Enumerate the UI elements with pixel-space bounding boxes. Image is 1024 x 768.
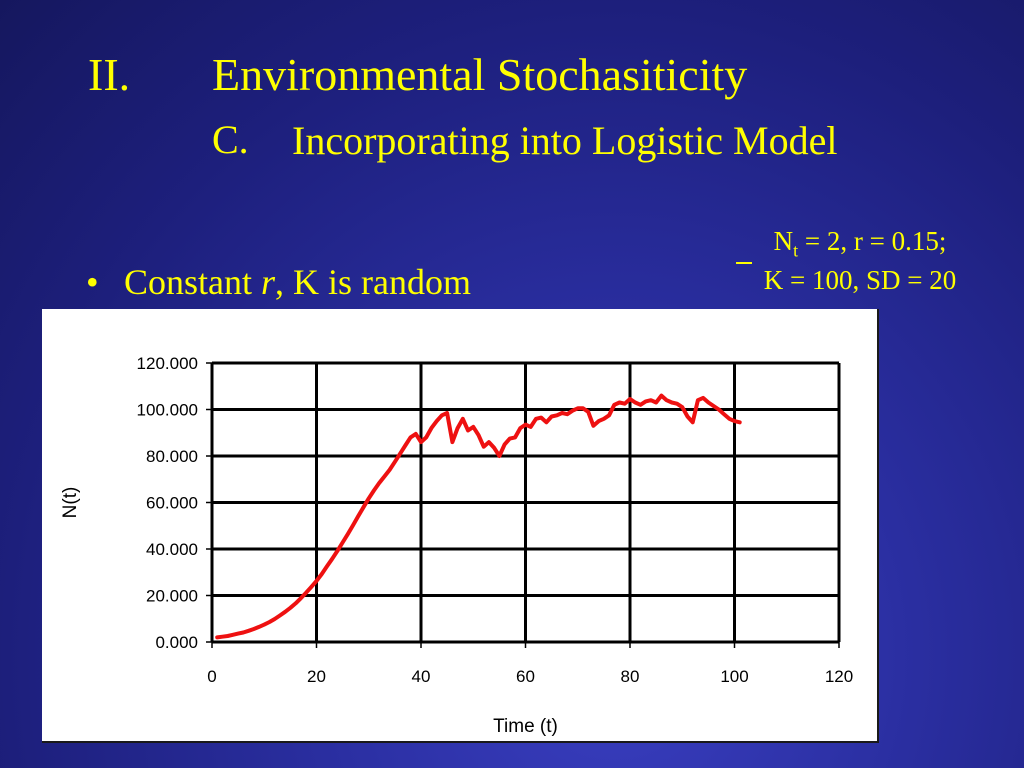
y-tick-label: 60.000 (146, 494, 198, 513)
param-line-1-rest: = 2, r = 0.15; (798, 226, 947, 256)
bullet-text: Constant r, K is random (124, 262, 471, 302)
line-chart: 0.000 20.000 40.000 60.000 80.000 100.000 120.… (60, 354, 853, 737)
y-axis-label: N(t) (60, 487, 81, 519)
section-number: II. (88, 49, 131, 100)
x-tick-labels: 0 20 40 60 80 100 120 (207, 667, 853, 686)
param-n-subscript: t (793, 240, 799, 261)
parameter-line-2: K = 100, SD = 20 (763, 265, 957, 296)
y-tick-label: 120.000 (137, 354, 198, 373)
bullet-text-post: , K is random (275, 262, 472, 302)
parameter-note: Nt = 2, r = 0.15; K = 100, SD = 20 (700, 226, 1020, 295)
slide-title: Environmental Stochasiticity (212, 49, 748, 100)
series-line (215, 393, 742, 640)
x-tick-label: 120 (825, 667, 853, 686)
bullet-marker: • (86, 262, 99, 302)
subsection-title: Incorporating into Logistic Model (292, 118, 838, 163)
x-tick-label: 100 (720, 667, 748, 686)
y-tick-label: 80.000 (146, 447, 198, 466)
y-tick-label: 100.000 (137, 401, 198, 420)
k-mean-bar (736, 262, 752, 264)
y-tick-label: 0.000 (155, 633, 198, 652)
x-tick-label: 20 (307, 667, 326, 686)
parameter-line-1: Nt = 2, r = 0.15; (700, 226, 1020, 265)
param-n-label: N (773, 226, 794, 256)
x-tick-label: 0 (207, 667, 216, 686)
x-tick-label: 40 (412, 667, 431, 686)
bullet-text-pre: Constant (124, 262, 262, 302)
y-tick-label: 40.000 (146, 540, 198, 559)
y-tick-labels: 0.000 20.000 40.000 60.000 80.000 100.000 120.… (137, 354, 198, 652)
y-tick-label: 20.000 (146, 587, 198, 606)
x-tick-label: 60 (516, 667, 535, 686)
subsection-letter: C. (212, 117, 249, 162)
chart-panel: 0.000 20.000 40.000 60.000 80.000 100.000 120.… (42, 309, 879, 743)
gridlines (206, 361, 841, 648)
x-axis-label: Time (t) (493, 716, 558, 737)
x-tick-label: 80 (621, 667, 640, 686)
bullet-text-r: r (261, 262, 276, 302)
